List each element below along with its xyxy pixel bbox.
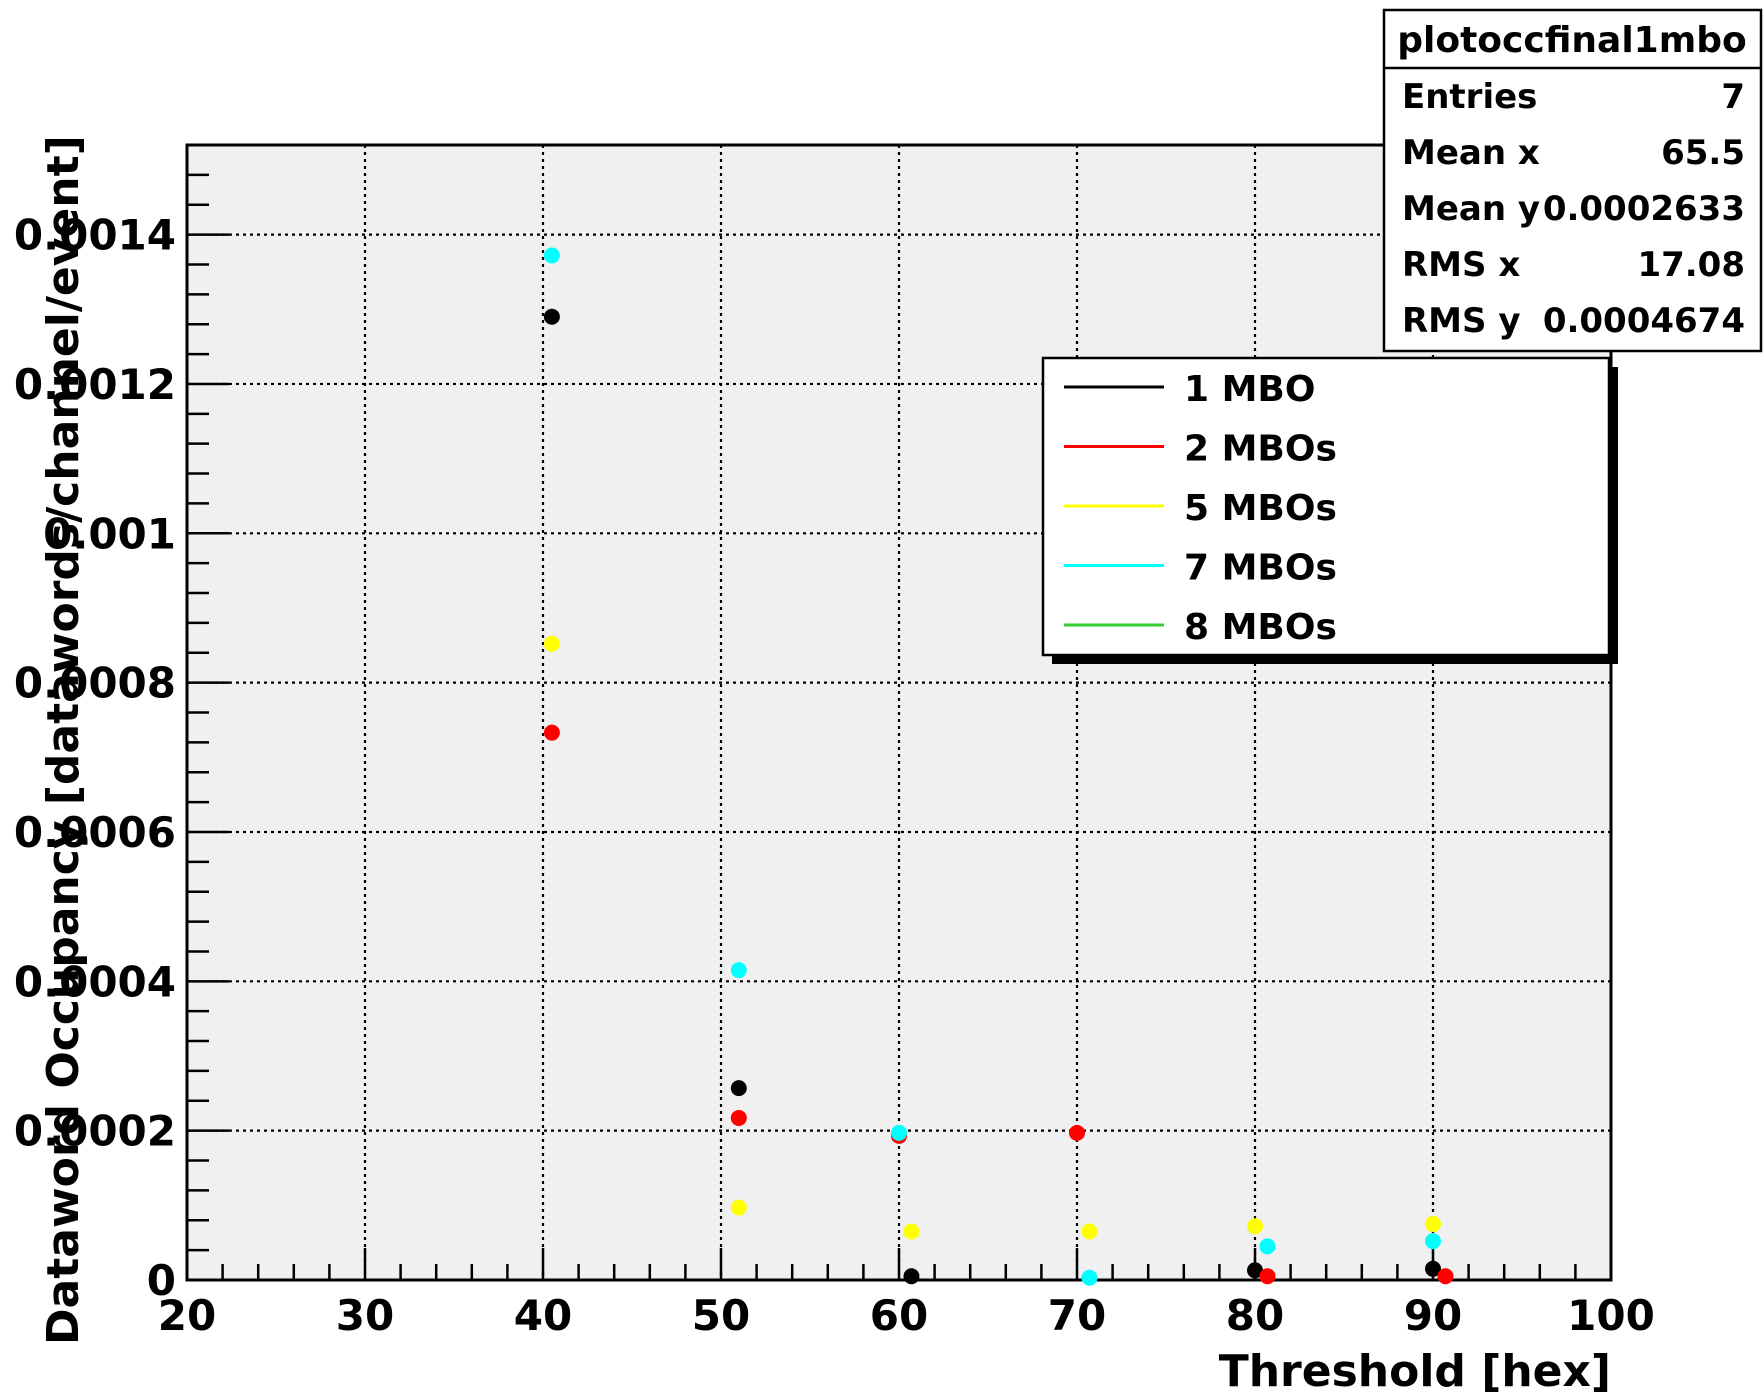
y-tick-label: 0.0004 bbox=[14, 957, 176, 1006]
data-point bbox=[1081, 1269, 1098, 1286]
stats-box: plotoccfinal1mbo Entries 7 Mean x 65.5 Mean y… bbox=[1382, 8, 1763, 353]
data-point bbox=[1247, 1262, 1263, 1279]
legend-label: 8 MBOs bbox=[1184, 607, 1337, 648]
x-tick-label: 90 bbox=[1404, 1291, 1462, 1340]
x-tick-label: 30 bbox=[336, 1291, 394, 1340]
stats-row-value: 17.08 bbox=[1637, 245, 1745, 285]
data-point bbox=[1069, 1124, 1085, 1141]
data-point bbox=[891, 1124, 907, 1141]
data-point bbox=[543, 724, 560, 741]
stats-row-value: 0.0004674 bbox=[1543, 301, 1745, 341]
stats-box-title: plotoccfinal1mbo bbox=[1397, 20, 1746, 61]
data-point bbox=[1259, 1238, 1276, 1255]
x-tick-label: 60 bbox=[870, 1291, 928, 1340]
data-point bbox=[1259, 1268, 1276, 1285]
y-tick-label: 0 bbox=[147, 1256, 176, 1305]
legend-label: 5 MBOs bbox=[1184, 488, 1337, 529]
stats-row-label: RMS y bbox=[1402, 301, 1521, 341]
y-tick-label: 0.0002 bbox=[14, 1107, 176, 1156]
legend-label: 2 MBOs bbox=[1184, 429, 1337, 470]
y-tick-label: 0.0008 bbox=[14, 659, 176, 708]
data-point bbox=[903, 1223, 920, 1240]
y-tick-label: 0.0006 bbox=[14, 808, 176, 857]
legend: 1 MBO 2 MBOs 5 MBOs 7 MBOs 8 MBOs bbox=[1041, 356, 1618, 664]
y-tick-label: 0.001 bbox=[43, 509, 176, 558]
y-tick-labels: 0 0.0002 0.0004 0.0006 0.0008 0.001 0.0012 0.00… bbox=[14, 211, 176, 1305]
data-points bbox=[543, 247, 1454, 1286]
stats-row-label: Mean x bbox=[1402, 133, 1540, 173]
data-point bbox=[1425, 1215, 1441, 1232]
x-tick-label: 20 bbox=[158, 1291, 216, 1340]
data-point bbox=[543, 308, 560, 325]
stats-row-label: Entries bbox=[1402, 77, 1537, 117]
x-tick-label: 80 bbox=[1226, 1291, 1284, 1340]
x-tick-label: 50 bbox=[692, 1291, 750, 1340]
y-tick-label: 0.0012 bbox=[14, 360, 176, 409]
legend-label: 7 MBOs bbox=[1184, 548, 1337, 589]
stats-row-value: 65.5 bbox=[1661, 133, 1745, 173]
data-point bbox=[730, 1199, 747, 1216]
data-point bbox=[1247, 1218, 1263, 1235]
grid-lines bbox=[187, 145, 1611, 1280]
data-point bbox=[1437, 1268, 1454, 1285]
x-tick-labels: 20 30 40 50 60 70 80 90 100 bbox=[158, 1291, 1655, 1340]
stats-row-value: 7 bbox=[1721, 77, 1745, 117]
legend-label: 1 MBO bbox=[1184, 369, 1315, 410]
x-tick-label: 100 bbox=[1567, 1291, 1655, 1340]
x-tick-label: 40 bbox=[514, 1291, 572, 1340]
data-point bbox=[903, 1268, 920, 1285]
stats-box-frame bbox=[1382, 8, 1763, 353]
data-point bbox=[1081, 1223, 1098, 1240]
data-point bbox=[1425, 1260, 1441, 1277]
data-point bbox=[543, 247, 560, 264]
stats-row-label: Mean y bbox=[1402, 189, 1540, 229]
data-point bbox=[730, 962, 747, 979]
data-point bbox=[1425, 1233, 1441, 1250]
x-axis-title: Threshold [hex] bbox=[1219, 1346, 1611, 1396]
data-point bbox=[730, 1080, 747, 1097]
y-tick-label: 0.0014 bbox=[14, 211, 176, 260]
x-tick-label: 70 bbox=[1048, 1291, 1106, 1340]
y-axis-title: Dataword Occupancy [datawords/channel/ev… bbox=[38, 135, 89, 1345]
stats-row-label: RMS x bbox=[1402, 245, 1520, 285]
data-point bbox=[543, 635, 560, 652]
data-point bbox=[730, 1109, 747, 1126]
stats-row-value: 0.0002633 bbox=[1543, 189, 1745, 229]
